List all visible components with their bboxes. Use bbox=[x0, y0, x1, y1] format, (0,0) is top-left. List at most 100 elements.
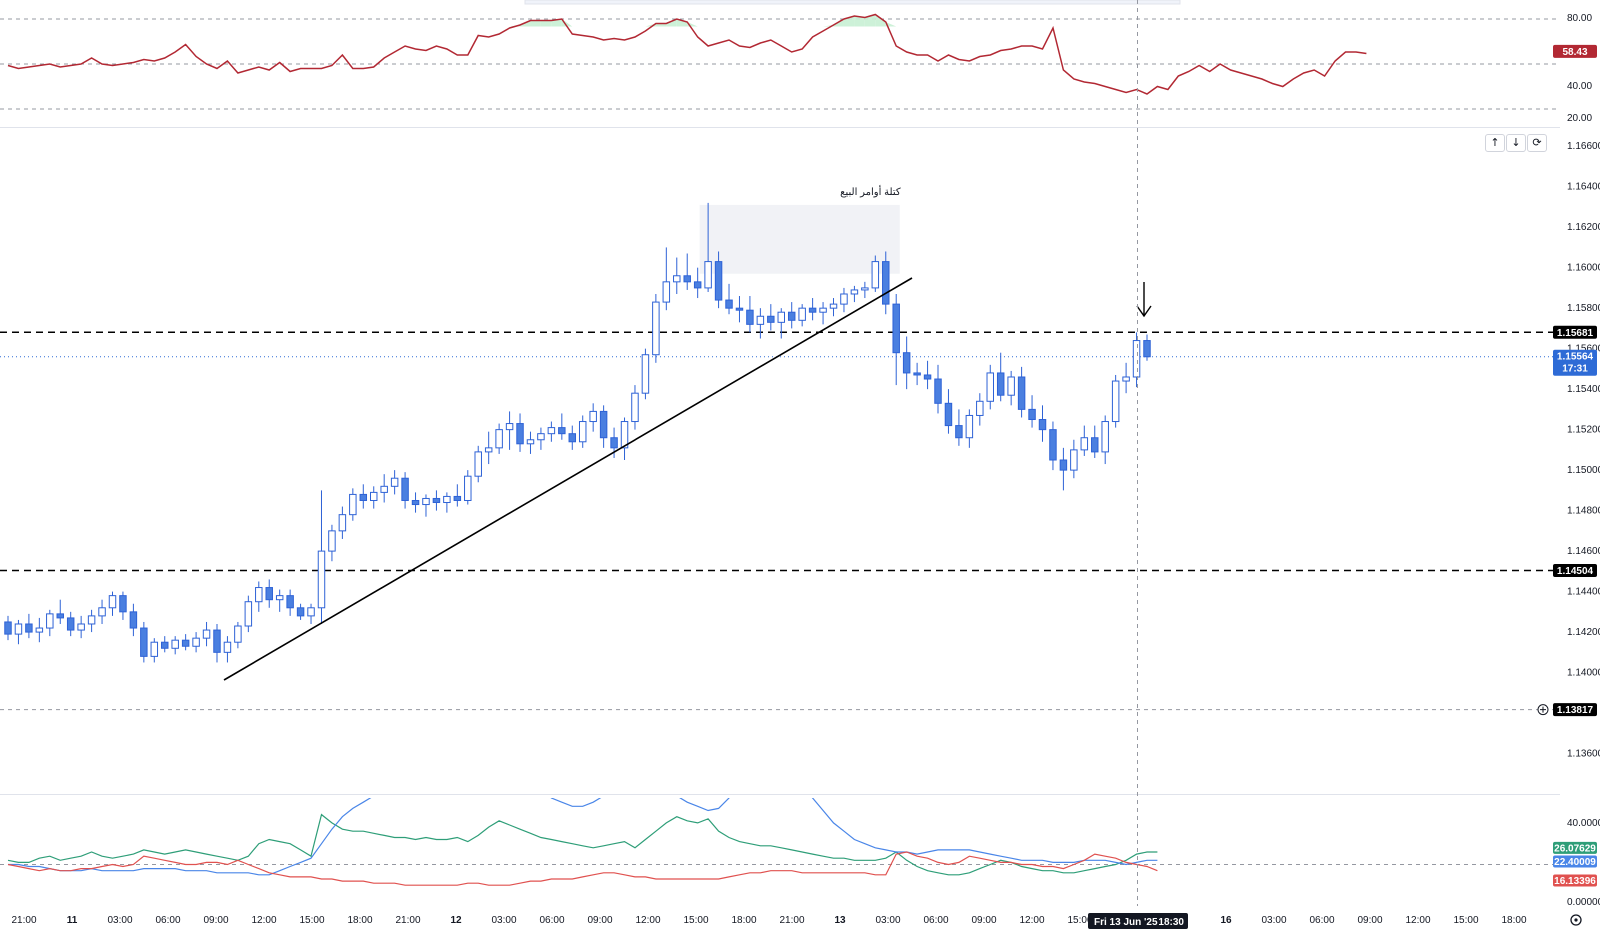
sell-order-block-label: كتلة أوامر البيع bbox=[840, 185, 901, 198]
add-alert-plus-icon[interactable] bbox=[1537, 704, 1549, 716]
candle-body bbox=[1017, 376, 1026, 410]
candle-body bbox=[464, 475, 472, 501]
price-tick-label: 1.14800 bbox=[1567, 506, 1600, 517]
uptrend-line[interactable] bbox=[223, 277, 913, 681]
scroll-down-button[interactable]: ↓ bbox=[1506, 134, 1526, 152]
candle-body bbox=[756, 315, 765, 325]
candle-body bbox=[1059, 459, 1068, 471]
candle-body bbox=[349, 493, 357, 516]
dmi-tick-label: 0.00000 bbox=[1567, 897, 1600, 908]
candle-body bbox=[161, 641, 169, 649]
candle-body bbox=[913, 372, 921, 376]
candle-body bbox=[568, 433, 577, 443]
time-tick-label: 15:00 bbox=[1453, 915, 1478, 926]
candle-body bbox=[4, 621, 12, 635]
dmi-series-line bbox=[7, 813, 1158, 876]
candle-body bbox=[474, 451, 482, 477]
time-tick-label: 09:00 bbox=[587, 915, 612, 926]
reset-chart-button[interactable]: ⟳ bbox=[1527, 134, 1547, 152]
candle-body bbox=[787, 311, 796, 321]
candle-body bbox=[286, 595, 294, 609]
candle-body bbox=[1132, 340, 1141, 378]
dmi-tick-label: 40.00000 bbox=[1567, 818, 1600, 829]
candle-body bbox=[213, 629, 221, 653]
candle-body bbox=[746, 309, 754, 325]
candle-body bbox=[505, 423, 514, 431]
candle-body bbox=[484, 447, 493, 453]
time-tick-label: 16 bbox=[1220, 915, 1232, 926]
candle-body bbox=[1038, 419, 1047, 431]
rsi-tick-label: 80.00 bbox=[1567, 13, 1592, 24]
candle-body bbox=[808, 307, 817, 313]
candle-body bbox=[589, 410, 597, 423]
candle-body bbox=[171, 639, 179, 649]
candle-body bbox=[1028, 408, 1036, 421]
candle-body bbox=[683, 275, 691, 283]
candle-body bbox=[1070, 449, 1078, 471]
candle-body bbox=[98, 607, 106, 617]
candle-body bbox=[777, 311, 786, 323]
candle-body bbox=[871, 261, 880, 289]
candle-body bbox=[850, 289, 859, 295]
candle-body bbox=[547, 427, 556, 435]
scroll-up-button[interactable]: ↑ bbox=[1485, 134, 1505, 152]
time-tick-label: 12:00 bbox=[635, 915, 660, 926]
candle-body bbox=[390, 477, 399, 487]
candle-body bbox=[56, 613, 64, 619]
crosshair-time-label: 18:30 bbox=[1158, 917, 1184, 928]
candle-body bbox=[819, 307, 827, 313]
top-overlay-strip bbox=[524, 0, 1181, 5]
time-tick-label: 15:00 bbox=[1067, 915, 1092, 926]
dmi-value-tag: 26.07629 bbox=[1554, 843, 1596, 854]
price-tick-label: 1.16400 bbox=[1567, 182, 1600, 193]
price-tick-label: 1.16200 bbox=[1567, 222, 1600, 233]
candle-body bbox=[192, 637, 200, 647]
candle-body bbox=[892, 303, 900, 354]
candle-body bbox=[328, 530, 336, 552]
crosshair-date-label: Fri 13 Jun '25 bbox=[1094, 917, 1158, 928]
time-tick-label: 03:00 bbox=[1261, 915, 1286, 926]
level-tag: 1.14504 bbox=[1557, 566, 1594, 577]
candle-body bbox=[14, 623, 23, 635]
candle-body bbox=[1080, 437, 1089, 451]
candle-body bbox=[202, 629, 211, 639]
candle-body bbox=[704, 261, 712, 289]
candle-body bbox=[150, 641, 159, 657]
rsi-line bbox=[7, 13, 1367, 95]
time-tick-label: 21:00 bbox=[11, 915, 36, 926]
crosshair-date-bg bbox=[1088, 913, 1188, 929]
candle-body bbox=[673, 275, 681, 283]
candle-body bbox=[234, 625, 242, 643]
price-tick-label: 1.14000 bbox=[1567, 668, 1600, 679]
time-tick-label: 12:00 bbox=[1405, 915, 1430, 926]
candle-body bbox=[516, 423, 524, 445]
candle-body bbox=[46, 613, 54, 629]
candle-body bbox=[798, 307, 806, 321]
price-tick-label: 1.16600 bbox=[1567, 141, 1600, 152]
down-arrow-drawing[interactable] bbox=[1136, 282, 1152, 318]
time-tick-label: 11 bbox=[67, 915, 78, 926]
candle-body bbox=[77, 623, 85, 631]
candle-body bbox=[1111, 380, 1120, 423]
candle-body bbox=[411, 499, 420, 506]
drawings-layer bbox=[223, 277, 1152, 681]
dmi-series-line bbox=[7, 851, 1158, 886]
candle-body bbox=[882, 261, 890, 305]
candle-body bbox=[422, 497, 430, 506]
time-tick-label: 18:00 bbox=[347, 915, 372, 926]
level-tag: 1.15681 bbox=[1557, 328, 1594, 339]
candle-body bbox=[87, 615, 96, 625]
rsi-last-value-tag: 58.43 bbox=[1562, 47, 1587, 58]
candle-body bbox=[693, 281, 702, 289]
candle-body bbox=[725, 299, 733, 309]
time-tick-label: 09:00 bbox=[203, 915, 228, 926]
candle-body bbox=[181, 639, 190, 647]
price-tick-label: 1.15000 bbox=[1567, 465, 1600, 476]
candle-body bbox=[401, 477, 409, 501]
settings-gear-icon[interactable] bbox=[1570, 914, 1582, 926]
last-price-tag-bg bbox=[1553, 349, 1597, 376]
level-tag-bg bbox=[1553, 564, 1597, 578]
candle-body bbox=[599, 410, 608, 439]
dmi-value-tag-bg bbox=[1553, 855, 1597, 868]
